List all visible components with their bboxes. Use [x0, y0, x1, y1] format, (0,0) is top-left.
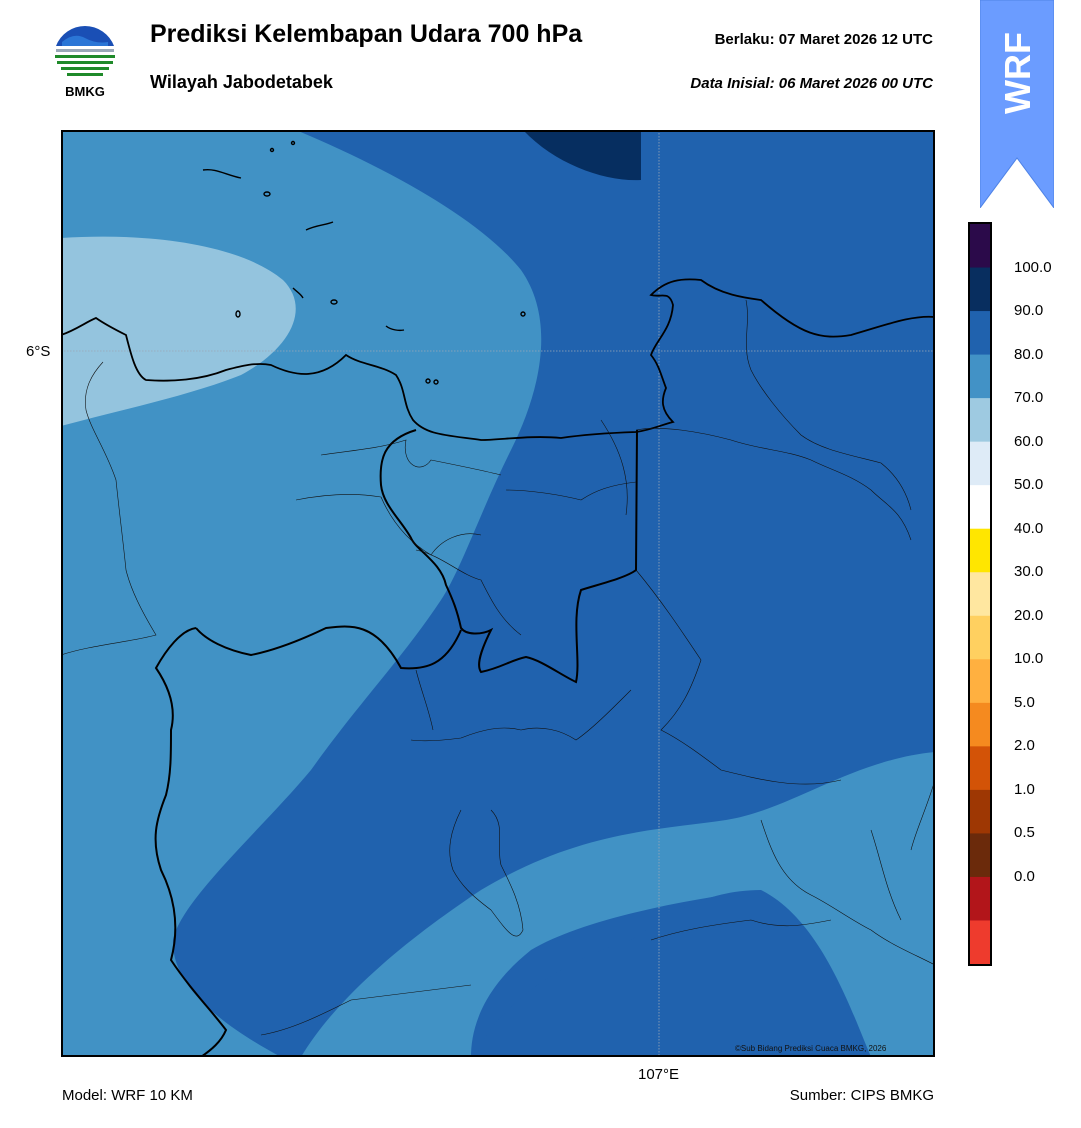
longitude-label: 107°E — [638, 1066, 680, 1083]
colorbar — [968, 222, 992, 966]
colorbar-tick-label: 50.0 — [1014, 476, 1044, 494]
colorbar-segment — [970, 311, 990, 356]
colorbar-tick-label: 0.5 — [1014, 824, 1035, 842]
logo-text: BMKG — [65, 84, 105, 99]
colorbar-segment — [970, 702, 990, 747]
field-80-90-south — [476, 890, 871, 1057]
colorbar-segment — [970, 528, 990, 573]
bmkg-logo — [54, 22, 116, 84]
district-boundaries — [61, 299, 935, 1036]
province-boundary-west — [154, 625, 462, 1057]
colorbar-tick-label: 70.0 — [1014, 389, 1044, 407]
field-70-80-south — [301, 752, 935, 1057]
wrf-text: WRF — [997, 32, 1038, 114]
colorbar-segment — [970, 920, 990, 965]
colorbar-segment — [970, 833, 990, 878]
field-90-100 — [523, 130, 641, 181]
colorbar-tick-label: 30.0 — [1014, 563, 1044, 581]
map-title: Prediksi Kelembapan Udara 700 hPa — [150, 20, 583, 48]
colorbar-tick-label: 10.0 — [1014, 650, 1044, 668]
colorbar-tick-label: 40.0 — [1014, 519, 1044, 537]
colorbar-tick-label: 5.0 — [1014, 693, 1035, 711]
colorbar-segment — [970, 354, 990, 399]
colorbar-segment — [970, 441, 990, 486]
colorbar-segment — [970, 659, 990, 704]
islands — [202, 140, 526, 385]
copyright-text: ©Sub Bidang Prediksi Cuaca BMKG, 2026 — [735, 1044, 887, 1053]
colorbar-segment — [970, 224, 990, 269]
colorbar-segment — [970, 789, 990, 834]
colorbar-tick-label: 90.0 — [1014, 302, 1044, 320]
latitude-label: 6°S — [26, 343, 51, 360]
wrf-badge-text: WRF — [997, 32, 1038, 114]
province-boundary — [379, 429, 638, 684]
map-frame — [61, 130, 935, 1057]
coastline — [61, 278, 935, 441]
colorbar-tick-label: 20.0 — [1014, 606, 1044, 624]
colorbar-tick-label: 1.0 — [1014, 780, 1035, 798]
colorbar-segment — [970, 398, 990, 443]
humidity-map — [61, 130, 935, 1057]
init-time: Data Inisial: 06 Maret 2026 00 UTC — [690, 75, 933, 92]
colorbar-segment — [970, 746, 990, 791]
field-60-70 — [61, 236, 296, 426]
colorbar-segment — [970, 267, 990, 312]
wrf-badge — [980, 0, 1054, 208]
colorbar-segment — [970, 572, 990, 617]
colorbar-tick-label: 100.0 — [1014, 258, 1052, 276]
colorbar-tick-label: 80.0 — [1014, 345, 1044, 363]
source-info: Sumber: CIPS BMKG — [789, 1087, 934, 1104]
colorbar-segment — [970, 876, 990, 921]
valid-time: Berlaku: 07 Maret 2026 12 UTC — [714, 31, 933, 48]
model-info: Model: WRF 10 KM — [62, 1087, 193, 1104]
colorbar-frame — [968, 222, 992, 966]
colorbar-segments — [970, 224, 990, 965]
colorbar-segment — [970, 615, 990, 660]
colorbar-tick-label: 2.0 — [1014, 737, 1035, 755]
colorbar-segment — [970, 485, 990, 530]
colorbar-tick-label: 0.0 — [1014, 867, 1035, 885]
region-subtitle: Wilayah Jabodetabek — [150, 72, 333, 92]
colorbar-tick-label: 60.0 — [1014, 432, 1044, 450]
